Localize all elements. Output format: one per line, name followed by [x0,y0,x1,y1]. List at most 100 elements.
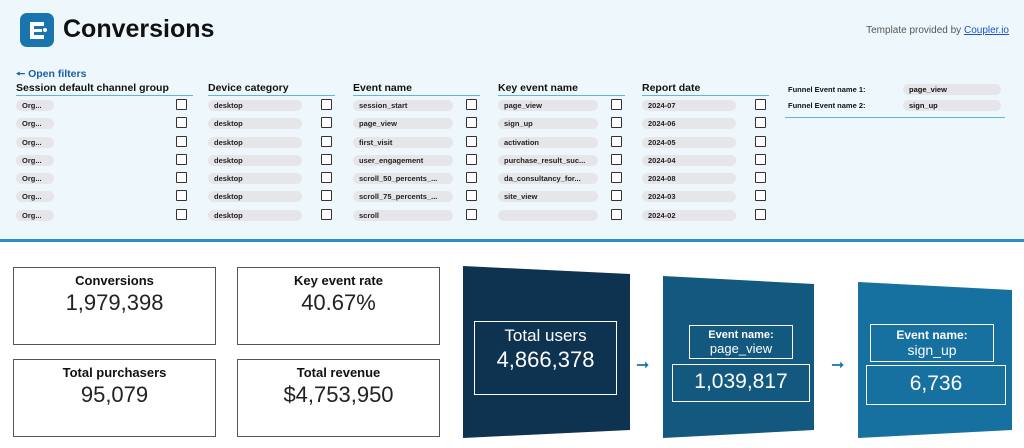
report-date-filter: Report date 2024-07 2024-06 2024-05 2024-04… [642,82,769,224]
filter-option-row[interactable]: activation [498,133,625,151]
filter-option-row[interactable]: 2024-02 [642,206,769,224]
filter-option-checkbox[interactable] [321,135,332,147]
filter-option-label: Org... [16,173,54,185]
filter-option-label: 2024-08 [642,173,736,185]
filter-option-label: Org... [16,136,54,148]
filter-option-checkbox[interactable] [611,172,622,184]
filter-option-row[interactable]: desktop [208,187,335,205]
filter-option-checkbox[interactable] [176,190,187,202]
filter-option-checkbox[interactable] [611,135,622,147]
filter-option-label: desktop [208,173,302,185]
filter-option-row[interactable]: session_start [353,96,480,114]
filter-option-row[interactable]: user_engagement [353,151,480,169]
filter-option-label: da_consultancy_for... [498,173,598,185]
filter-option-row[interactable]: 2024-04 [642,151,769,169]
filter-option-checkbox[interactable] [176,208,187,220]
filter-option-row[interactable]: 2024-08 [642,169,769,187]
filter-option-label: 2024-07 [642,100,736,111]
filter-option-row[interactable]: da_consultancy_for... [498,169,625,187]
event-filter: Event name session_start page_view first_v… [353,82,480,224]
page-view-event-label: Event name: [708,329,774,341]
filter-option-label: Org... [16,154,54,166]
filter-option-label: 2024-02 [642,209,736,221]
filter-option-checkbox[interactable] [466,208,477,220]
funnel-event-2-label: Funnel Event name 2: [788,101,866,110]
filter-option-row[interactable]: 2024-03 [642,187,769,205]
filter-option-row[interactable]: desktop [208,133,335,151]
filter-option-checkbox[interactable] [466,117,477,129]
filter-option-row[interactable]: purchase_result_suc... [498,151,625,169]
coupler-link[interactable]: Coupler.io [963,25,1009,36]
filter-option-row[interactable]: desktop [208,206,335,224]
filter-option-row[interactable]: scroll_50_percents_... [353,169,480,187]
filter-option-checkbox[interactable] [611,190,622,202]
filter-option-row[interactable]: scroll [353,206,480,224]
filter-option-checkbox[interactable] [321,190,332,202]
filter-option-checkbox[interactable] [466,190,477,202]
filter-option-row[interactable]: desktop [208,169,335,187]
filter-option-checkbox[interactable] [611,117,622,129]
filter-option-row[interactable]: scroll_75_percents_... [353,187,480,205]
filter-option-checkbox[interactable] [755,208,766,220]
filter-option-row[interactable]: Org... [16,206,193,224]
filter-option-label: desktop [208,209,302,221]
filter-option-row[interactable]: Org... [16,169,193,187]
filter-option-checkbox[interactable] [466,99,477,110]
filter-option-checkbox[interactable] [176,135,187,147]
filter-option-checkbox[interactable] [611,99,622,110]
filter-option-row[interactable]: Org... [16,151,193,169]
filter-option-row[interactable]: 2024-07 [642,96,769,114]
filter-option-row[interactable]: sign_up [498,114,625,132]
funnel-step-sign-up [858,282,1012,438]
filter-option-checkbox[interactable] [755,153,766,165]
filter-option-row[interactable]: first_visit [353,133,480,151]
filter-option-row[interactable]: 2024-06 [642,114,769,132]
funnel-event-2-input[interactable]: sign_up [903,100,1001,111]
filter-option-row[interactable]: Org... [16,96,193,114]
filter-option-checkbox[interactable] [321,99,332,110]
filter-option-checkbox[interactable] [466,153,477,165]
filter-option-row[interactable]: desktop [208,114,335,132]
filter-option-row[interactable]: Org... [16,114,193,132]
filter-option-checkbox[interactable] [611,153,622,165]
filter-option-row[interactable]: page_view [353,114,480,132]
filter-option-checkbox[interactable] [755,135,766,147]
filter-option-checkbox[interactable] [755,99,766,110]
filter-option-row[interactable]: site_view [498,187,625,205]
filter-option-checkbox[interactable] [321,153,332,165]
filter-option-checkbox[interactable] [755,117,766,129]
filter-option-row[interactable]: page_view [498,96,625,114]
filter-option-row[interactable]: Org... [16,133,193,151]
open-filters-link[interactable]: 🠔 Open filters [16,68,87,80]
filter-option-checkbox[interactable] [611,208,622,220]
filter-option-checkbox[interactable] [176,172,187,184]
filter-option-checkbox[interactable] [321,208,332,220]
filter-option-label: purchase_result_suc... [498,154,598,166]
filter-option-checkbox[interactable] [176,99,187,110]
filter-option-checkbox[interactable] [321,172,332,184]
filter-option-label: sign_up [498,118,598,130]
filter-option-row[interactable]: Org... [16,187,193,205]
key-event-rate-label: Key event rate [294,273,383,288]
filter-option-checkbox[interactable] [466,172,477,184]
filter-option-checkbox[interactable] [755,172,766,184]
filter-option-label [498,209,598,221]
filter-option-checkbox[interactable] [321,117,332,129]
funnel-event-1-input[interactable]: page_view [903,84,1001,95]
filter-option-checkbox[interactable] [755,190,766,202]
filter-option-label: Org... [16,191,54,203]
channel-filter-header: Session default channel group [16,82,193,96]
filter-option-row[interactable] [498,206,625,224]
filter-option-label: desktop [208,118,302,130]
filter-option-row[interactable]: desktop [208,151,335,169]
filter-option-row[interactable]: 2024-05 [642,133,769,151]
filter-option-checkbox[interactable] [176,153,187,165]
total-revenue-card: Total revenue $4,753,950 [237,359,440,437]
filter-option-label: desktop [208,136,302,148]
arrow-right-icon: ➞ [636,357,650,374]
total-purchasers-label: Total purchasers [62,365,167,380]
filter-option-checkbox[interactable] [466,135,477,147]
conversions-card: Conversions 1,979,398 [13,267,216,345]
filter-option-row[interactable]: desktop [208,96,335,114]
filter-option-checkbox[interactable] [176,117,187,129]
